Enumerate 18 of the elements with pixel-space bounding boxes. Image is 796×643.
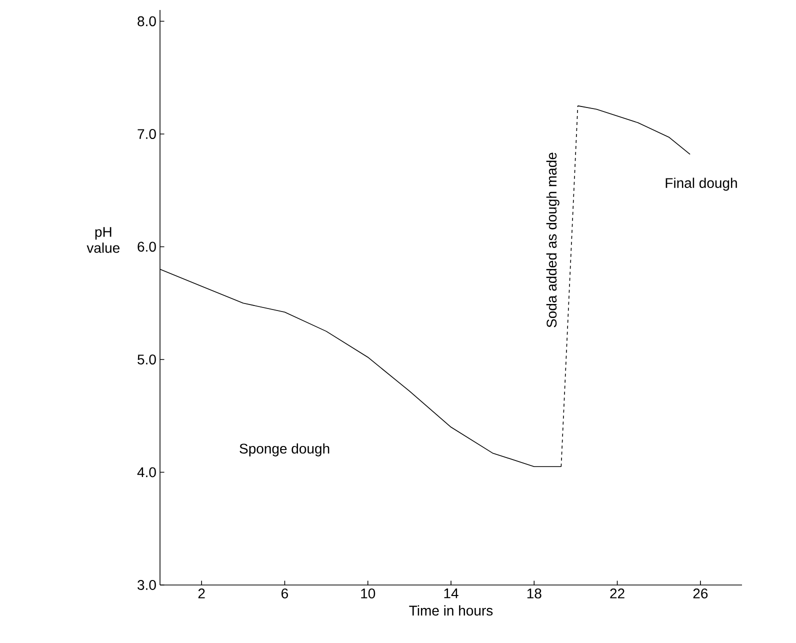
y-tick-label: 4.0 — [137, 467, 156, 478]
x-tick-label: 26 — [693, 588, 708, 598]
y-tick-label: 7.0 — [138, 129, 156, 139]
annotation: Soda added as dough made — [546, 152, 560, 328]
x-axis-title: Time in hours — [409, 605, 493, 616]
y-tick-label: 3.0 — [138, 580, 156, 590]
x-tick-label: 22 — [610, 588, 624, 598]
y-tick-label: 5.0 — [138, 354, 156, 364]
y-axis-title: pH value — [86, 227, 120, 253]
x-tick-label: 18 — [527, 588, 542, 598]
x-tick-label: 6 — [282, 588, 288, 598]
annotation: Sponge dough — [240, 443, 330, 456]
x-tick-label: 2 — [198, 588, 205, 598]
x-tick-label: 14 — [444, 588, 458, 598]
y-tick-label: 6.0 — [138, 242, 156, 252]
y-tick-label: 8.0 — [138, 16, 156, 26]
x-tick-label: 10 — [361, 588, 376, 598]
annotation: Final dough — [666, 178, 737, 191]
